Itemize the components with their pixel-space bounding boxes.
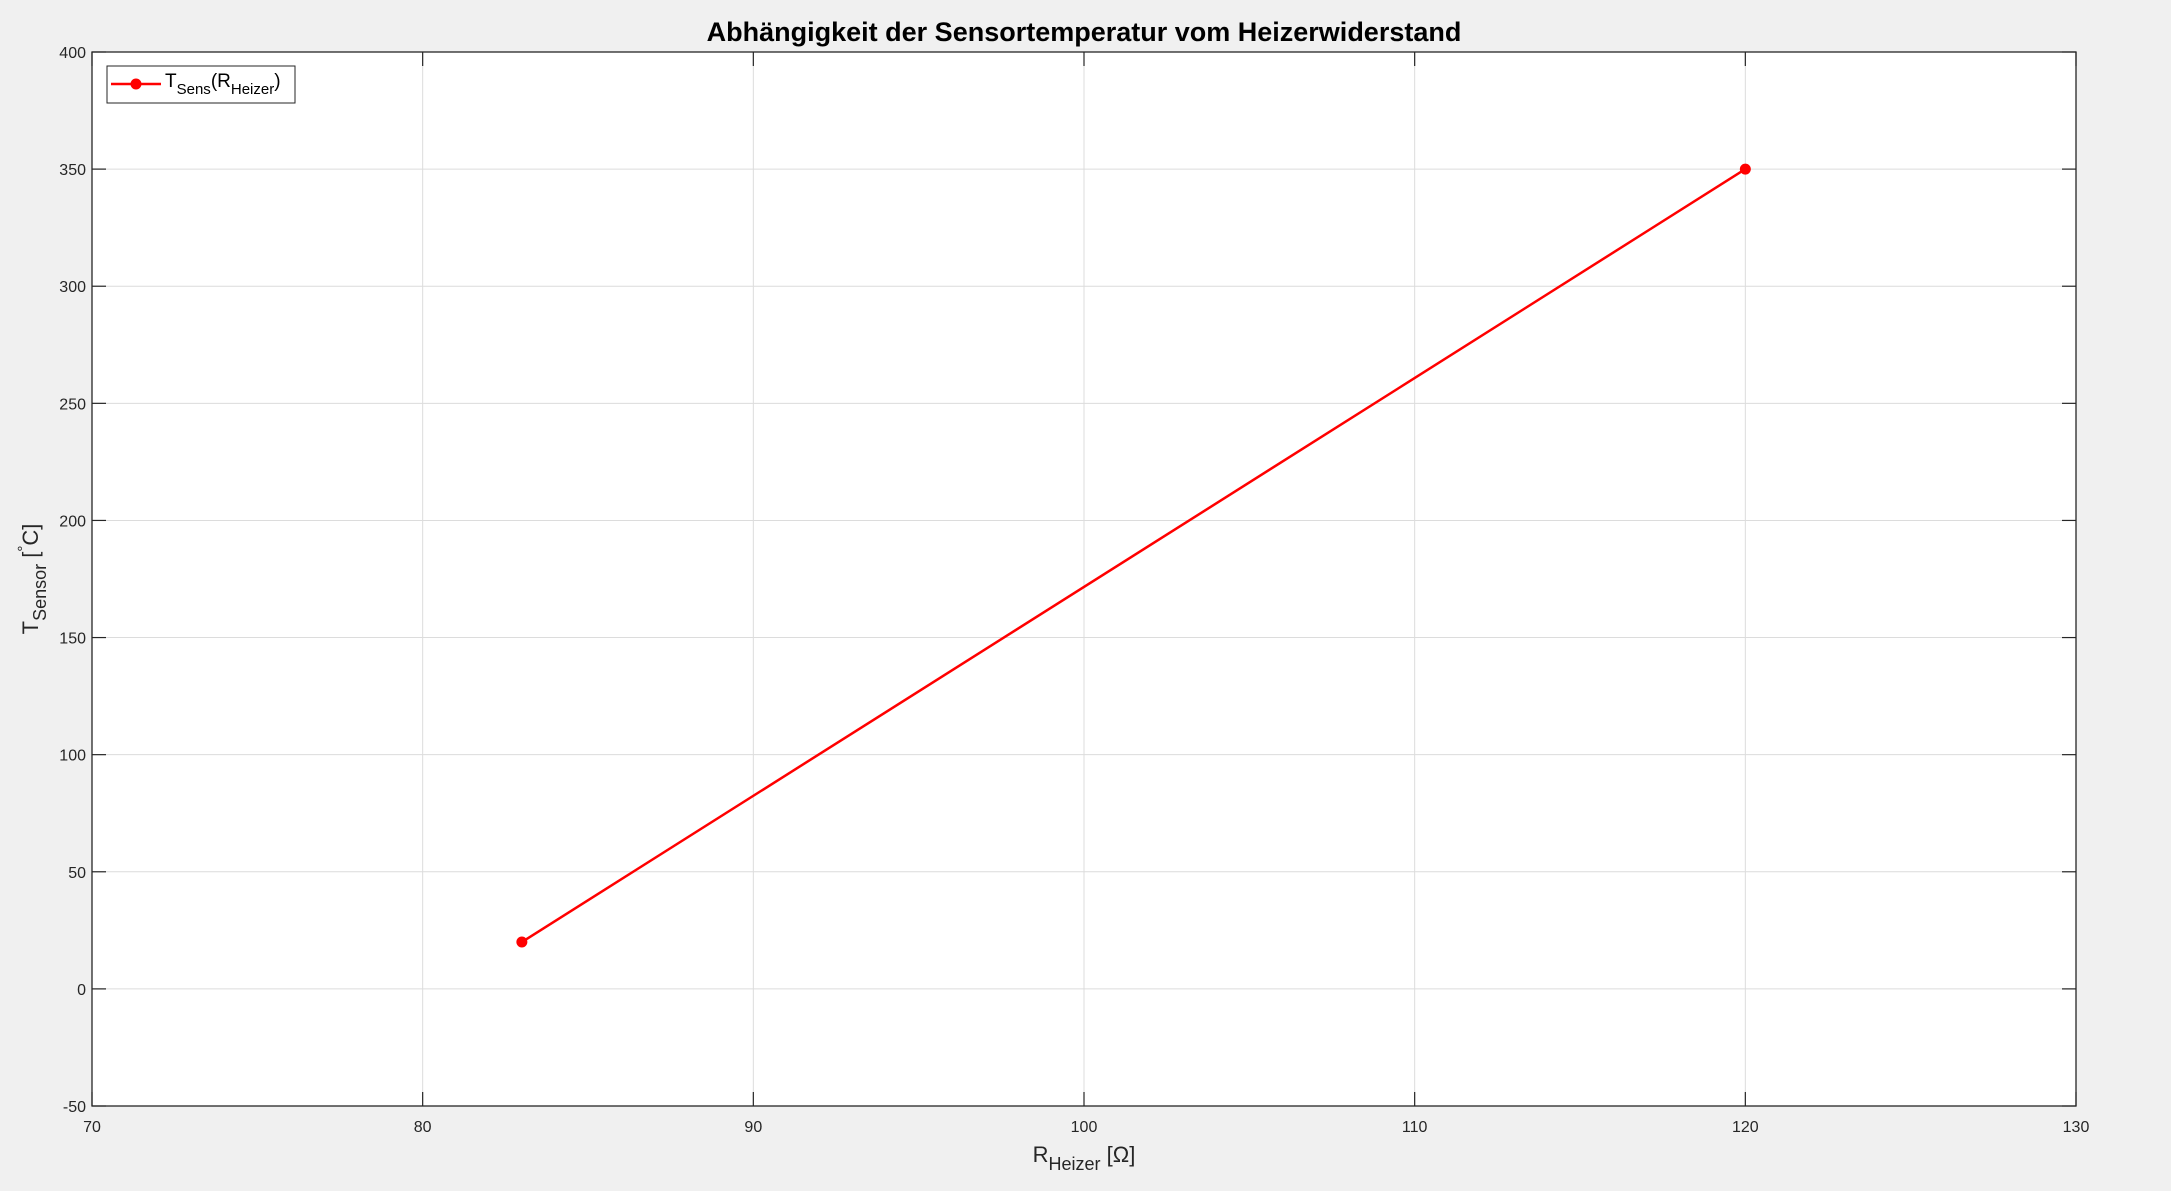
x-tick-label: 110 (1402, 1119, 1428, 1136)
plot-series (516, 163, 1751, 948)
data-point-marker (1739, 163, 1751, 175)
y-tick-label: 150 (59, 631, 86, 648)
legend[interactable]: TSens(RHeizer) (106, 65, 296, 104)
grid-lines (92, 52, 2076, 1106)
axes-box (91, 51, 2077, 1107)
tick-labels: 70 80 90 100 110 120 130 -50 0 50 100 150 200 250 300 3… (59, 45, 2089, 1136)
y-tick-label: 100 (59, 748, 86, 765)
x-tick-label: 120 (1732, 1119, 1759, 1136)
legend-marker-sample (130, 78, 142, 90)
y-tick-label: 0 (77, 982, 86, 999)
chart-title: Abhängigkeit der Sensortemperatur vom He… (707, 17, 1462, 47)
x-tick-label: 90 (744, 1119, 762, 1136)
data-point-marker (516, 936, 528, 948)
y-tick-label: 50 (68, 865, 86, 882)
x-tick-label: 130 (2063, 1119, 2090, 1136)
legend-entry-label: TSens(RHeizer) (165, 71, 281, 98)
y-tick-label: 250 (59, 396, 86, 413)
x-axis-label: RHeizer [Ω] (1033, 1142, 1136, 1174)
y-axis-label: TSensor [°C] (15, 524, 50, 635)
x-tick-label: 80 (414, 1119, 432, 1136)
y-tick-label: 300 (59, 279, 86, 296)
y-tick-label: -50 (63, 1099, 86, 1116)
y-tick-label: 200 (59, 513, 86, 530)
y-tick-label: 400 (59, 45, 86, 62)
x-tick-label: 70 (83, 1119, 101, 1136)
series-line (521, 168, 1747, 944)
x-tick-label: 100 (1071, 1119, 1098, 1136)
y-tick-label: 350 (59, 162, 86, 179)
